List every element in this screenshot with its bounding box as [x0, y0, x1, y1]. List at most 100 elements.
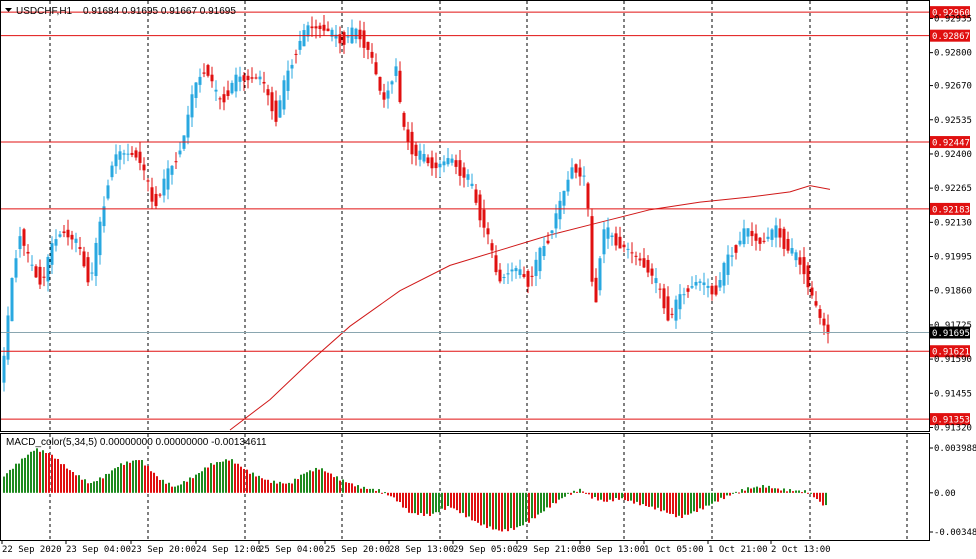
macd-bar: [477, 492, 479, 523]
macd-bar: [567, 492, 569, 494]
macd-bar: [654, 492, 656, 510]
candle-body: [94, 242, 98, 276]
macd-bar: [486, 492, 488, 528]
macd-bar: [681, 492, 683, 519]
candle-body: [346, 36, 350, 38]
macd-bar: [207, 467, 209, 493]
macd-bar: [606, 492, 608, 502]
macd-bar: [339, 480, 341, 493]
macd-bar: [162, 479, 164, 493]
price-tick-label: 0.91860: [934, 287, 972, 297]
macd-bar: [27, 454, 29, 493]
price-tick-label: 0.91590: [934, 355, 972, 365]
level-price-label: 0.92447: [932, 139, 970, 149]
candle-body: [682, 294, 686, 296]
macd-bar: [666, 492, 668, 513]
time-label: 1 Oct 05:00: [644, 545, 704, 555]
candle-body: [686, 288, 690, 292]
horizontal-levels[interactable]: 0.92960 0.92867 0.92447 0.92183 0.91621 0.913…: [1, 6, 970, 426]
macd-bar: [732, 492, 734, 494]
macd-bar: [327, 472, 329, 493]
macd-bar: [237, 463, 239, 493]
macd-bar: [132, 460, 134, 493]
candle-body: [666, 296, 670, 321]
macd-bar: [438, 492, 440, 513]
macd-bar: [225, 459, 227, 493]
candle-body: [774, 225, 778, 238]
candle-body: [550, 230, 554, 233]
candle-body: [266, 89, 270, 96]
candle-body: [694, 281, 698, 286]
candle-body: [670, 313, 674, 315]
macd-bar: [243, 468, 245, 493]
macd-bar: [102, 478, 104, 493]
candle-body: [234, 74, 238, 92]
candle-body: [286, 70, 290, 91]
macd-bar: [240, 466, 242, 493]
macd-bar: [201, 471, 203, 493]
level-price-tag: [930, 29, 970, 42]
candle-body: [102, 206, 106, 227]
macd-bar: [579, 488, 581, 493]
macd-bar: [768, 485, 770, 493]
macd-bar: [489, 492, 491, 527]
macd-bar: [459, 492, 461, 514]
macd-bar: [78, 475, 80, 493]
macd-bar: [759, 487, 761, 493]
macd-bar: [282, 483, 284, 493]
macd-bar: [378, 489, 380, 493]
macd-bar: [300, 474, 302, 493]
macd-tick-label: 0.00: [934, 489, 956, 499]
candle-body: [702, 282, 706, 286]
macd-bar: [213, 464, 215, 493]
macd-bar: [744, 490, 746, 493]
macd-bar: [276, 483, 278, 493]
candle-body: [106, 185, 110, 199]
candle-body: [442, 161, 446, 166]
macd-bar: [639, 492, 641, 506]
candle-body: [482, 209, 486, 228]
candle-body: [466, 174, 470, 180]
chevron-down-icon[interactable]: [5, 8, 12, 12]
candle-body: [598, 258, 602, 291]
macd-bar: [330, 473, 332, 493]
level-price-tag: [930, 413, 970, 426]
macd-bar: [21, 458, 23, 493]
macd-bar: [138, 460, 140, 493]
macd-header: MACD_color(5,34,5) 0.00000000 0.00000000…: [6, 437, 267, 448]
candle-body: [114, 154, 118, 167]
macd-bar: [747, 487, 749, 493]
candle-body: [62, 231, 66, 234]
candle-body: [198, 76, 202, 85]
candle-body: [478, 194, 482, 221]
time-label: 25 Sep 04:00: [259, 545, 324, 555]
candle-body: [258, 76, 262, 80]
macd-bar: [222, 461, 224, 493]
macd-tick-label: -0.003487: [934, 528, 976, 538]
macd-bar: [198, 473, 200, 493]
candle-body: [410, 131, 414, 155]
macd-bar: [231, 459, 233, 493]
macd-bar: [630, 492, 632, 501]
candle-body: [522, 274, 526, 277]
macd-bar: [30, 451, 32, 493]
macd-bar: [729, 492, 731, 496]
candle-body: [570, 167, 574, 179]
macd-bar: [600, 492, 602, 500]
macd-bar: [783, 488, 785, 493]
macd-bar: [354, 486, 356, 493]
macd-bar: [288, 482, 290, 493]
macd-bar: [414, 492, 416, 514]
candle-body: [158, 194, 162, 196]
macd-bar: [144, 465, 146, 493]
candle-body: [718, 280, 722, 288]
candle-body: [790, 248, 794, 254]
macd-bar: [72, 472, 74, 493]
macd-histogram: [3, 448, 827, 532]
macd-bar: [165, 483, 167, 493]
macd-bar: [216, 462, 218, 493]
candle-body: [242, 75, 246, 81]
candle-body: [310, 26, 314, 29]
